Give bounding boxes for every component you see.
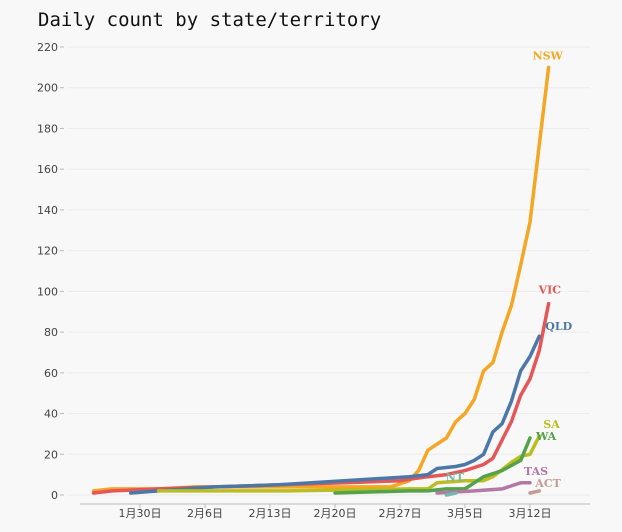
y-tick-label: 120	[37, 245, 58, 258]
y-tick-label: 200	[37, 82, 58, 95]
series-label-nsw: NSW	[533, 49, 564, 62]
series-line-qld	[128, 334, 542, 495]
series-label-tas: TAS	[524, 465, 548, 478]
series-label-wa: WA	[535, 430, 557, 443]
x-tick-label: 3月12日	[509, 507, 552, 520]
x-tick-label: 2月6日	[187, 507, 223, 520]
y-tick-label: 60	[44, 367, 58, 380]
x-tick-label: 2月20日	[314, 507, 357, 520]
series-line-act	[528, 489, 542, 495]
series-label-act: ACT	[534, 477, 561, 490]
y-tick-label: 20	[44, 448, 58, 461]
x-tick-label: 1月30日	[119, 507, 162, 520]
series-label-vic: VIC	[538, 284, 562, 297]
y-tick-label: 180	[37, 122, 58, 135]
series-line-nsw	[91, 65, 551, 493]
y-tick-label: 220	[37, 41, 58, 54]
series-label-qld: QLD	[545, 320, 572, 333]
y-tick-label: 160	[37, 163, 58, 176]
series-label-nt: NT	[446, 471, 465, 484]
series-line-tas	[435, 481, 532, 495]
x-tick-label: 2月13日	[249, 507, 292, 520]
x-tick-label: 2月27日	[379, 507, 422, 520]
x-tick-label: 3月5日	[447, 507, 483, 520]
chart-title: Daily count by state/territory	[38, 9, 381, 31]
y-tick-label: 100	[37, 285, 58, 298]
series-line-nt	[444, 491, 458, 497]
y-tick-label: 140	[37, 204, 58, 217]
y-tick-label: 0	[51, 489, 58, 502]
y-tick-label: 80	[44, 326, 58, 339]
series-label-sa: SA	[543, 418, 560, 431]
series-line-wa	[333, 436, 532, 495]
y-tick-label: 40	[44, 408, 58, 421]
